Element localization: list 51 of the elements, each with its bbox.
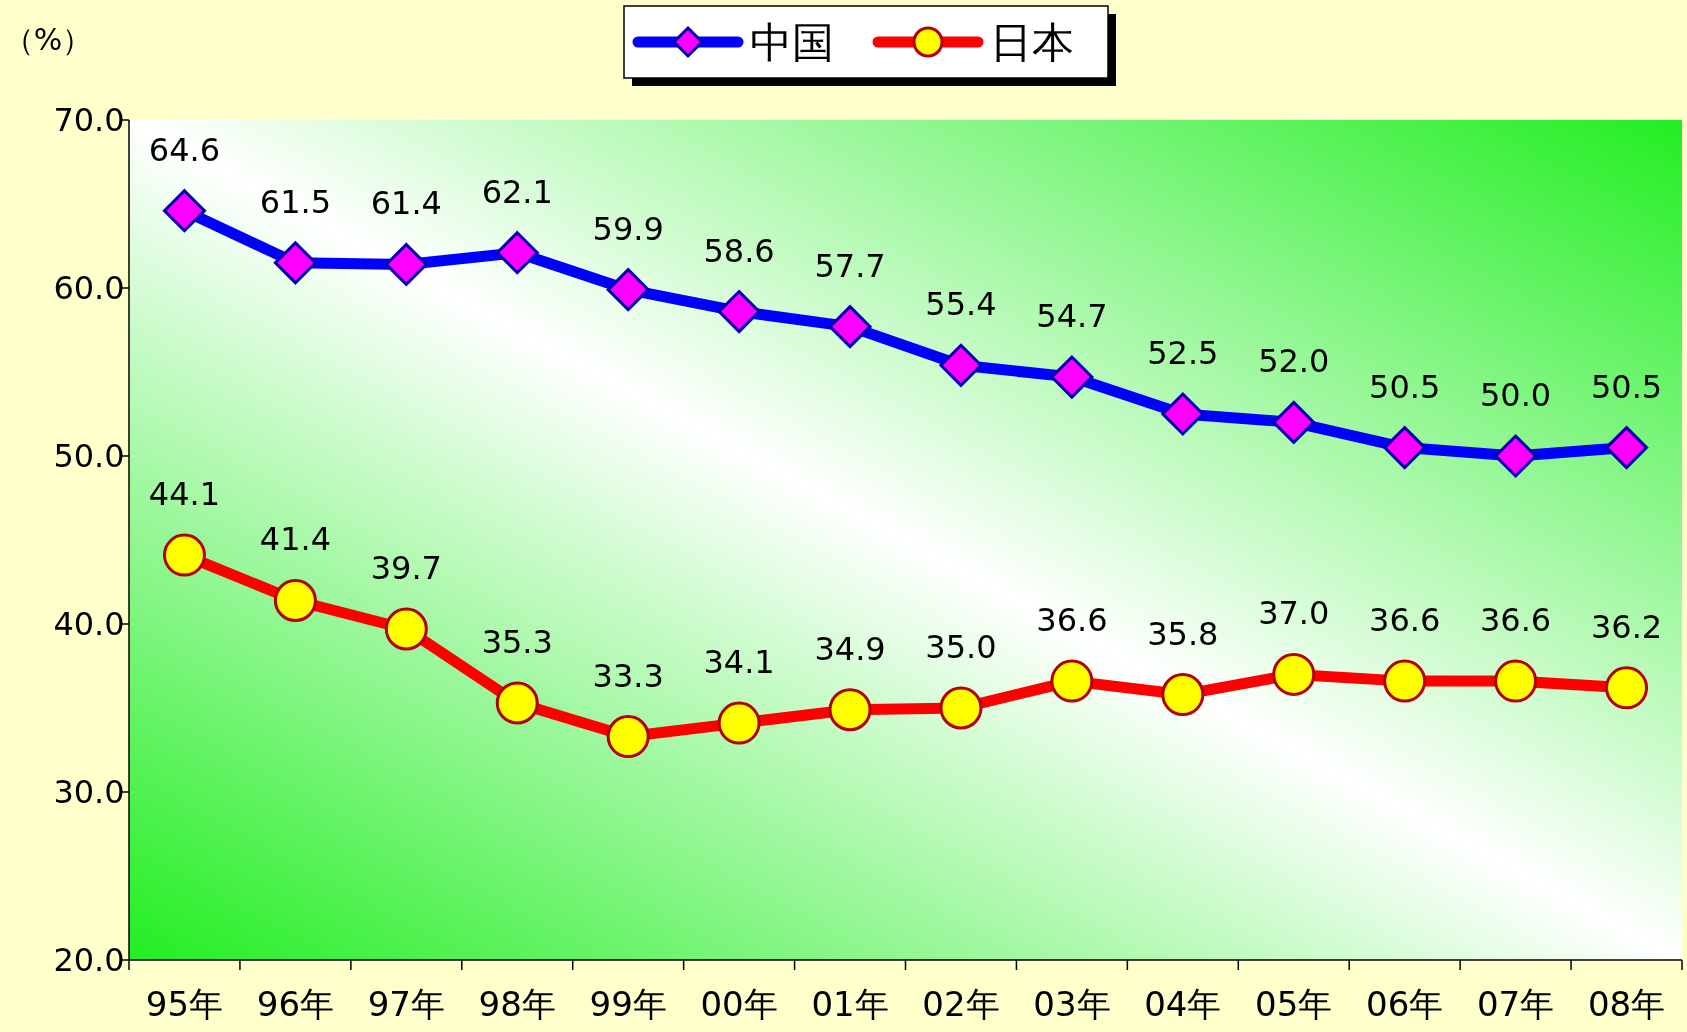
data-label: 55.4 xyxy=(925,285,997,324)
y-tick-label: 50.0 xyxy=(53,437,125,475)
data-label: 34.9 xyxy=(814,629,886,668)
data-label: 36.2 xyxy=(1590,607,1663,646)
data-label: 58.6 xyxy=(703,231,775,270)
x-tick-label: 95年 xyxy=(145,984,224,1024)
data-label: 36.6 xyxy=(1369,601,1441,640)
legend-label: 中国 xyxy=(750,18,834,67)
y-tick-label: 60.0 xyxy=(53,269,125,307)
data-label: 36.6 xyxy=(1479,601,1552,640)
y-axis-title: （%） xyxy=(3,22,93,57)
data-label: 52.0 xyxy=(1258,342,1330,381)
data-label: 59.9 xyxy=(592,209,664,248)
x-tick-label: 03年 xyxy=(1033,984,1111,1024)
data-label: 34.1 xyxy=(703,643,775,682)
x-tick-label: 05年 xyxy=(1255,984,1333,1024)
x-tick-label: 97年 xyxy=(367,984,445,1024)
data-label: 44.1 xyxy=(148,475,221,514)
x-tick-label: 01年 xyxy=(811,984,889,1024)
data-label: 35.8 xyxy=(1147,614,1219,653)
data-label: 50.0 xyxy=(1479,376,1552,414)
x-tick-label: 02年 xyxy=(922,984,1000,1024)
y-tick-label: 20.0 xyxy=(53,941,125,979)
x-tick-label: 08年 xyxy=(1587,984,1666,1024)
data-label: 33.3 xyxy=(592,656,664,695)
x-tick-label: 06年 xyxy=(1366,984,1444,1024)
legend-label: 日本 xyxy=(990,18,1074,67)
x-tick-label: 98年 xyxy=(478,984,556,1024)
data-label: 61.5 xyxy=(259,182,332,221)
data-label: 50.5 xyxy=(1369,367,1441,406)
data-label: 52.5 xyxy=(1147,334,1219,372)
data-label: 41.4 xyxy=(259,520,332,559)
data-label: 35.0 xyxy=(925,628,997,666)
data-label: 37.0 xyxy=(1258,594,1330,633)
x-tick-label: 96年 xyxy=(256,984,335,1024)
x-tick-label: 00年 xyxy=(700,984,778,1024)
data-label: 39.7 xyxy=(370,549,442,588)
data-label: 62.1 xyxy=(481,172,553,211)
x-tick-label: 04年 xyxy=(1144,984,1222,1024)
data-label: 61.4 xyxy=(370,184,442,223)
data-label: 50.5 xyxy=(1590,367,1663,406)
y-tick-label: 40.0 xyxy=(53,605,125,643)
x-tick-label: 99年 xyxy=(589,984,667,1024)
data-label: 57.7 xyxy=(814,246,886,285)
data-label: 35.3 xyxy=(481,622,553,661)
data-label: 64.6 xyxy=(148,130,221,169)
y-tick-label: 70.0 xyxy=(53,101,125,139)
data-label: 36.6 xyxy=(1036,601,1108,640)
y-tick-label: 30.0 xyxy=(53,773,125,811)
x-tick-label: 07年 xyxy=(1476,984,1555,1024)
data-label: 54.7 xyxy=(1036,297,1108,336)
